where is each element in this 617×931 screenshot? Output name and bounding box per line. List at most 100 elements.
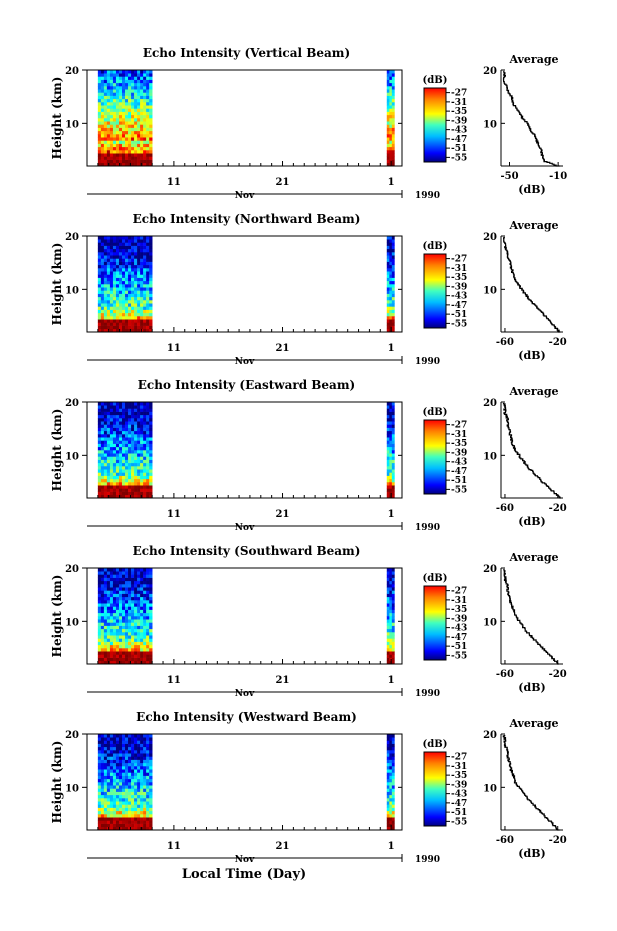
heatmap-cell [115, 322, 120, 326]
heatmap-cell [97, 571, 102, 575]
heatmap-cell [137, 651, 141, 655]
heatmap-cell [115, 657, 120, 662]
heatmap-cell [134, 635, 138, 639]
heatmap-cells [97, 734, 395, 831]
heatmap-cell [143, 268, 147, 272]
heatmap-cell [386, 456, 390, 460]
heatmap-cell [389, 580, 393, 585]
heatmap-cell [149, 239, 153, 243]
heatmap-cell [389, 440, 393, 444]
heatmap-cell [134, 309, 138, 314]
heatmap-cell [118, 118, 123, 122]
heatmap-cell [115, 593, 120, 598]
heatmap-cell [97, 443, 102, 448]
heatmap-cell [391, 271, 395, 275]
heatmap-cell [143, 134, 147, 138]
heatmap-cell [131, 648, 135, 652]
heatmap-cell [125, 635, 129, 639]
heatmap-cell [103, 817, 108, 821]
heatmap-cell [106, 137, 111, 141]
heatmap-cell [118, 296, 123, 301]
heatmap-cell [140, 134, 144, 138]
heatmap-cell [134, 450, 138, 454]
heatmap-cell [125, 584, 129, 588]
heatmap-cell [146, 740, 150, 744]
heatmap-cell [100, 108, 105, 112]
heatmap-cell [134, 593, 138, 598]
heatmap-cell [109, 102, 114, 106]
heatmap-cell [109, 421, 114, 425]
heatmap-cell [128, 600, 132, 604]
heatmap-cell [103, 769, 108, 773]
heatmap-cell [109, 753, 114, 757]
heatmap-cell [118, 424, 123, 428]
heatmap-cell [118, 430, 123, 435]
heatmap-cell [386, 328, 390, 333]
heatmap-cell [146, 418, 150, 422]
heatmap-cell [149, 316, 153, 320]
heatmap-cell [100, 118, 105, 122]
heatmap-cell [100, 316, 105, 320]
heatmap-cell [125, 328, 129, 333]
heatmap-cell [109, 73, 114, 77]
heatmap-cell [143, 118, 147, 122]
heatmap-cell [143, 430, 147, 435]
heatmap-cell [100, 734, 105, 738]
heatmap-cell [103, 79, 108, 84]
heatmap-cell [109, 494, 114, 499]
heatmap-cell [106, 762, 111, 767]
heatmap-cell [128, 424, 132, 428]
heatmap-cell [103, 153, 108, 157]
heatmap-cell [112, 319, 117, 323]
heatmap-cell [112, 111, 117, 116]
heatmap-cell [140, 616, 144, 620]
heatmap-cell [103, 89, 108, 93]
heatmap-cell [134, 296, 138, 301]
heatmap-cell [128, 306, 132, 310]
heatmap-cell [389, 737, 393, 741]
heatmap-cell [149, 593, 153, 598]
heatmap-cell [109, 434, 114, 438]
heatmap-cell [112, 577, 117, 582]
heatmap-cell [143, 287, 147, 291]
heatmap-cell [128, 580, 132, 585]
heatmap-cell [122, 124, 126, 128]
heatmap-cell [128, 108, 132, 112]
heatmap-cell [103, 584, 108, 588]
heatmap-cell [115, 402, 120, 406]
heatmap-cell [97, 264, 102, 269]
heatmap-cell [143, 641, 147, 646]
heatmap-cell [122, 817, 126, 821]
heatmap-cell [149, 430, 153, 435]
heatmap-cell [97, 134, 102, 138]
heatmap-cell [146, 660, 150, 665]
heatmap-cell [100, 657, 105, 662]
heatmap-cell [389, 303, 393, 307]
heatmap-cell [386, 798, 390, 802]
heatmap-cell [391, 609, 395, 614]
heatmap-cell [389, 466, 393, 470]
heatmap-cell [137, 794, 141, 799]
heatmap-cell [143, 70, 147, 74]
heatmap-cell [125, 134, 129, 138]
heatmap-cell [106, 734, 111, 738]
heatmap-cell [118, 437, 123, 441]
heatmap-cell [115, 248, 120, 253]
heatmap-cell [391, 159, 395, 164]
heatmap-cell [389, 794, 393, 799]
heatmap-cell [118, 408, 123, 412]
heatmap-cell [103, 134, 108, 138]
heatmap-cell [391, 306, 395, 310]
heatmap-cell [131, 574, 135, 578]
heatmap-cell [106, 159, 111, 164]
heatmap-cell [143, 807, 147, 812]
heatmap-cell [109, 772, 114, 776]
heatmap-cell [391, 746, 395, 751]
heatmap-cell [134, 156, 138, 160]
heatmap-cell [137, 612, 141, 617]
heatmap-cell [386, 804, 390, 808]
heatmap-cell [97, 596, 102, 601]
heatmap-cell [143, 427, 147, 432]
heatmap-cell [122, 82, 126, 87]
heatmap-cell [112, 140, 117, 144]
